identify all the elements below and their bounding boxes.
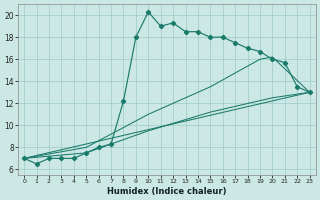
X-axis label: Humidex (Indice chaleur): Humidex (Indice chaleur) [107, 187, 227, 196]
